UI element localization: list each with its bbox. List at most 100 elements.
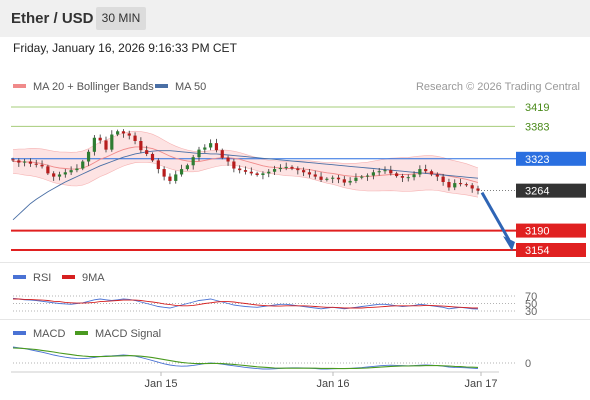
x-tick-label: Jan 16	[316, 378, 349, 390]
resistance-label: 3419	[525, 102, 549, 114]
ma50-legend-label: MA 50	[175, 81, 206, 93]
candle-body	[476, 188, 480, 191]
candle-body	[331, 177, 335, 179]
candle-body	[290, 166, 294, 169]
candle-body	[365, 175, 370, 177]
candle-body	[209, 143, 213, 148]
candle-body	[348, 180, 352, 183]
ma20-line	[13, 146, 479, 183]
candle-body	[52, 173, 56, 177]
macd-zero-label: 0	[525, 358, 531, 370]
candle-body	[145, 150, 149, 154]
x-axis: Jan 15 Jan 16 Jan 17	[11, 371, 499, 390]
candle-body	[313, 174, 317, 177]
support-tag	[516, 223, 586, 238]
candle-body	[11, 159, 15, 161]
candle-body	[197, 149, 201, 158]
candle-body	[34, 163, 38, 165]
support-label: 3154	[525, 245, 549, 257]
candle-body	[191, 157, 195, 166]
macd-legend-label: MACD	[33, 328, 65, 340]
candle-body	[185, 165, 189, 170]
candle-body	[121, 131, 126, 134]
candle-body	[220, 150, 224, 158]
candle-body	[284, 166, 288, 168]
candle-body	[232, 161, 236, 169]
macd-panel: 0	[12, 346, 531, 370]
candle-body	[412, 174, 416, 178]
ma50-line	[12, 150, 479, 221]
candle-body	[424, 169, 428, 172]
pivot-tag	[516, 151, 586, 166]
candle-body	[133, 135, 137, 141]
rsi-level-label: 70	[525, 291, 537, 303]
candle-body	[342, 179, 346, 183]
candle-body	[441, 176, 445, 183]
header-bar: Ether / USD 30 MIN	[0, 0, 590, 37]
candle-body	[458, 183, 463, 185]
candle-body	[238, 168, 242, 171]
rsi-level-label: 50	[525, 299, 537, 311]
candle-body	[46, 166, 50, 174]
candle-body	[139, 140, 143, 151]
price-panel: 3419 3383 3323 3264 3190 3154	[0, 102, 590, 320]
candle-body	[150, 153, 155, 161]
candle-body	[302, 170, 306, 173]
rsi-legend-swatch	[13, 275, 26, 279]
candle-body	[86, 151, 91, 162]
candle-body	[98, 137, 102, 141]
macd-signal-legend-swatch	[75, 331, 88, 335]
candle-body	[470, 185, 474, 189]
candle-body	[336, 177, 341, 180]
bollinger-upper-line	[12, 130, 479, 169]
current-price-label: 3264	[525, 186, 549, 198]
x-tick-label: Jan 15	[144, 378, 177, 390]
candle-body	[81, 161, 85, 169]
candle-body	[57, 174, 62, 177]
candle-body	[389, 170, 393, 174]
candle-body	[261, 173, 265, 175]
candle-body	[400, 176, 405, 178]
credit-text: Research © 2026 Trading Central	[416, 81, 580, 93]
legends: MA 20 + Bollinger Bands MA 50 Research © 2…	[13, 81, 580, 340]
rsi-9ma-legend-label: 9MA	[82, 272, 105, 284]
rsi-level-label: 30	[525, 306, 537, 318]
candle-body	[464, 184, 468, 186]
candle-body	[267, 171, 271, 174]
candle-body	[174, 174, 178, 181]
candle-body	[156, 160, 160, 170]
candle-body	[354, 177, 358, 181]
candle-body	[307, 172, 312, 175]
candle-body	[255, 173, 259, 175]
candle-body	[75, 168, 79, 171]
candle-body	[360, 176, 364, 178]
macd-legend-swatch	[13, 331, 26, 335]
candle-body	[243, 170, 248, 172]
rsi-9ma-legend-swatch	[62, 275, 75, 279]
candle-body	[383, 170, 387, 172]
resistance-label: 3383	[525, 121, 549, 133]
candle-body	[226, 157, 230, 162]
macd-signal-legend-label: MACD Signal	[95, 328, 161, 340]
candle-body	[23, 161, 27, 163]
candle-body	[325, 178, 329, 180]
candle-body	[453, 183, 457, 188]
candle-body	[104, 140, 108, 150]
timestamp: Friday, January 16, 2026 9:16:33 PM CET	[13, 41, 237, 55]
candle-body	[162, 169, 166, 177]
x-tick-label: Jan 17	[464, 378, 497, 390]
candle-body	[272, 169, 277, 172]
candle-body	[28, 161, 33, 164]
candle-body	[319, 176, 323, 180]
candle-body	[110, 134, 114, 150]
candle-body	[377, 171, 381, 173]
target-arrow-shaft	[480, 191, 511, 241]
panel-divider	[0, 319, 590, 320]
support-label: 3190	[525, 226, 549, 238]
timeframe-button[interactable]: 30 MIN	[96, 7, 146, 30]
candle-body	[40, 164, 44, 167]
candle-body	[127, 133, 131, 136]
candle-body	[63, 172, 67, 175]
macd-signal-line	[12, 347, 479, 370]
candle-body	[69, 170, 73, 173]
